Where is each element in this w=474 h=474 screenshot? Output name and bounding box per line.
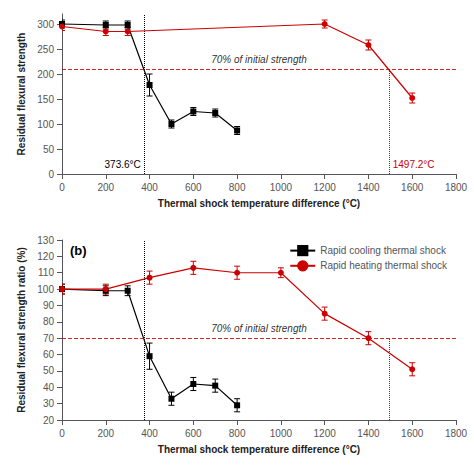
- svg-text:1000: 1000: [270, 182, 293, 193]
- svg-text:Thermal shock temperature diff: Thermal shock temperature difference (°C…: [158, 198, 360, 209]
- svg-text:70% of initial strength: 70% of initial strength: [211, 54, 307, 65]
- svg-text:200: 200: [37, 69, 54, 80]
- svg-text:400: 400: [141, 182, 158, 193]
- svg-text:600: 600: [185, 428, 202, 439]
- svg-text:1200: 1200: [314, 182, 337, 193]
- svg-text:70% of initial strength: 70% of initial strength: [211, 323, 307, 334]
- svg-text:Rapid cooling thermal shock: Rapid cooling thermal shock: [320, 245, 447, 256]
- svg-text:1400: 1400: [357, 428, 380, 439]
- svg-text:0: 0: [59, 428, 65, 439]
- svg-text:1800: 1800: [445, 182, 468, 193]
- svg-text:200: 200: [97, 182, 114, 193]
- svg-text:1600: 1600: [401, 182, 424, 193]
- svg-text:1000: 1000: [270, 428, 293, 439]
- svg-text:70: 70: [43, 333, 55, 344]
- svg-text:120: 120: [37, 251, 54, 262]
- svg-text:200: 200: [97, 428, 114, 439]
- svg-text:800: 800: [229, 182, 246, 193]
- svg-text:300: 300: [37, 19, 54, 30]
- svg-text:(b): (b): [70, 243, 87, 258]
- svg-text:Residual flexural strength: Residual flexural strength: [16, 33, 27, 156]
- svg-text:Rapid heating thermal shock: Rapid heating thermal shock: [320, 260, 448, 271]
- svg-text:1400: 1400: [357, 182, 380, 193]
- svg-text:1800: 1800: [445, 428, 468, 439]
- svg-text:250: 250: [37, 44, 54, 55]
- svg-text:50: 50: [43, 144, 55, 155]
- svg-text:60: 60: [43, 349, 55, 360]
- svg-text:50: 50: [43, 365, 55, 376]
- svg-text:100: 100: [37, 284, 54, 295]
- svg-text:110: 110: [38, 267, 54, 278]
- svg-text:20: 20: [43, 415, 55, 426]
- svg-text:1200: 1200: [314, 428, 337, 439]
- svg-text:100: 100: [37, 119, 54, 130]
- svg-text:373.6°C: 373.6°C: [105, 159, 141, 170]
- svg-text:150: 150: [37, 94, 54, 105]
- svg-text:80: 80: [43, 316, 55, 327]
- svg-text:1600: 1600: [401, 428, 424, 439]
- svg-text:Thermal shock temperature diff: Thermal shock temperature difference (°C…: [158, 444, 360, 455]
- svg-text:0: 0: [59, 182, 65, 193]
- svg-text:Residual flexural strength rat: Residual flexural strength ratio (%): [16, 247, 27, 413]
- svg-text:90: 90: [43, 300, 55, 311]
- svg-text:600: 600: [185, 182, 202, 193]
- svg-text:800: 800: [229, 428, 246, 439]
- svg-text:130: 130: [37, 235, 54, 246]
- svg-text:0: 0: [48, 169, 54, 180]
- svg-text:1497.2°C: 1497.2°C: [393, 159, 435, 170]
- svg-text:30: 30: [43, 398, 55, 409]
- svg-text:40: 40: [43, 382, 55, 393]
- svg-text:400: 400: [141, 428, 158, 439]
